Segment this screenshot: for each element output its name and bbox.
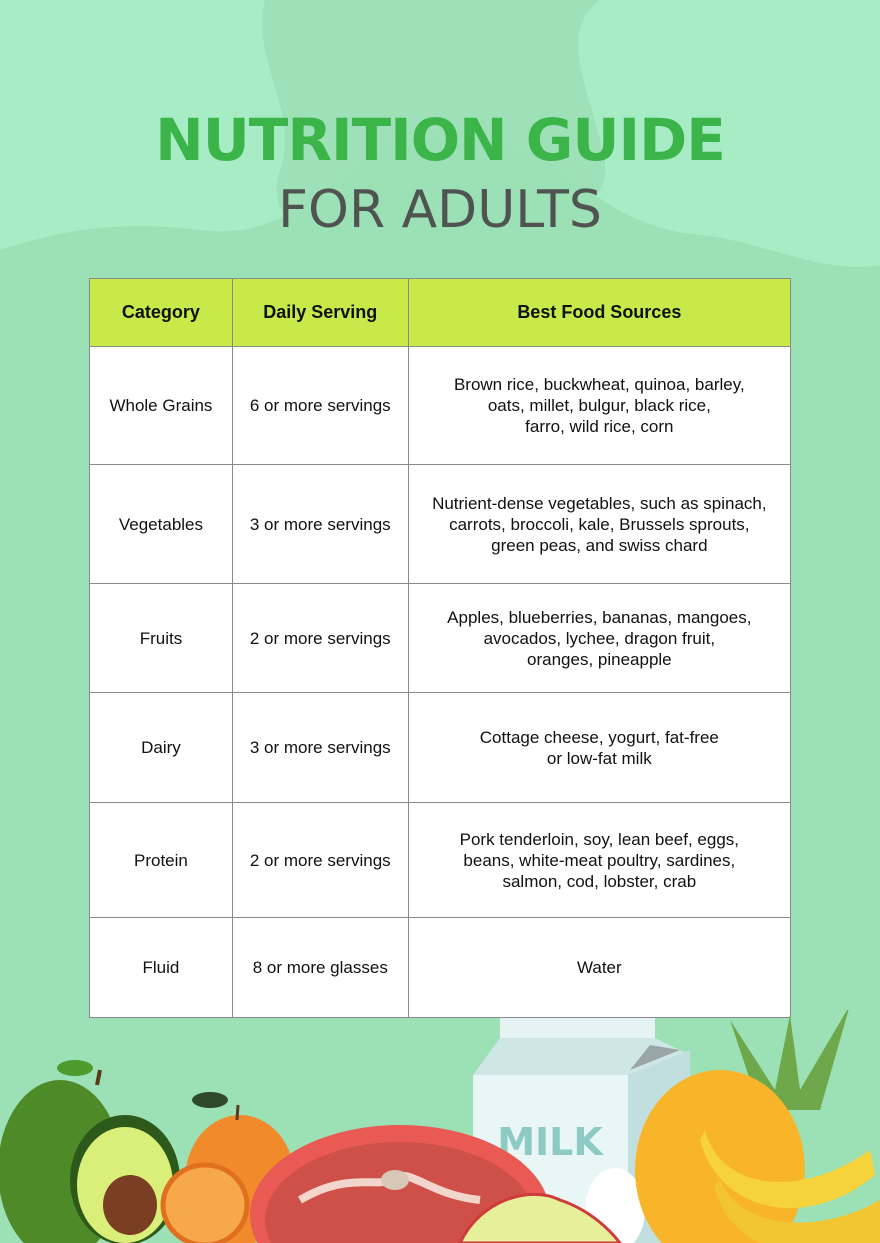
sources-cell: Cottage cheese, yogurt, fat-free or low-…	[407, 692, 792, 803]
serving-cell: 3 or more servings	[231, 692, 409, 803]
category-cell: Protein	[89, 802, 233, 918]
sources-cell: Water	[407, 917, 792, 1018]
avocado-icon	[0, 1060, 180, 1243]
nutrition-table: Category Daily Serving Best Food Sources…	[89, 278, 792, 1018]
serving-cell: 6 or more servings	[231, 346, 409, 465]
milk-label: MILK	[497, 1120, 604, 1164]
table-row: Dairy 3 or more servings Cottage cheese,…	[89, 692, 792, 803]
table-header-row: Category Daily Serving Best Food Sources	[89, 278, 792, 347]
category-cell: Fruits	[89, 583, 233, 693]
category-cell: Fluid	[89, 917, 233, 1018]
page-title: NUTRITION GUIDE	[155, 106, 726, 174]
column-header-best-food-sources: Best Food Sources	[407, 278, 792, 347]
sources-cell: Brown rice, buckwheat, quinoa, barley, o…	[407, 346, 792, 465]
serving-cell: 2 or more servings	[231, 583, 409, 693]
meat-steak-icon	[250, 1125, 550, 1243]
banana-icon	[700, 1130, 880, 1243]
food-illustration: MILK	[0, 1010, 880, 1243]
milk-carton-icon: MILK	[473, 1018, 690, 1243]
page-subtitle: FOR ADULTS	[278, 180, 602, 240]
serving-cell: 2 or more servings	[231, 802, 409, 918]
table-row: Fruits 2 or more servings Apples, bluebe…	[89, 583, 792, 693]
sources-cell: Pork tenderloin, soy, lean beef, eggs, b…	[407, 802, 792, 918]
serving-cell: 8 or more glasses	[231, 917, 409, 1018]
column-header-daily-serving: Daily Serving	[231, 278, 409, 347]
sources-cell: Nutrient-dense vegetables, such as spina…	[407, 464, 792, 584]
table-row: Protein 2 or more servings Pork tenderlo…	[89, 802, 792, 918]
table-row: Fluid 8 or more glasses Water	[89, 917, 792, 1018]
category-cell: Dairy	[89, 692, 233, 803]
table-row: Whole Grains 6 or more servings Brown ri…	[89, 346, 792, 465]
category-cell: Vegetables	[89, 464, 233, 584]
background-waves	[0, 0, 880, 267]
category-cell: Whole Grains	[89, 346, 233, 465]
column-header-category: Category	[89, 278, 233, 347]
serving-cell: 3 or more servings	[231, 464, 409, 584]
sources-cell: Apples, blueberries, bananas, mangoes, a…	[407, 583, 792, 693]
table-row: Vegetables 3 or more servings Nutrient-d…	[89, 464, 792, 584]
apple-slice-icon	[458, 1192, 622, 1243]
